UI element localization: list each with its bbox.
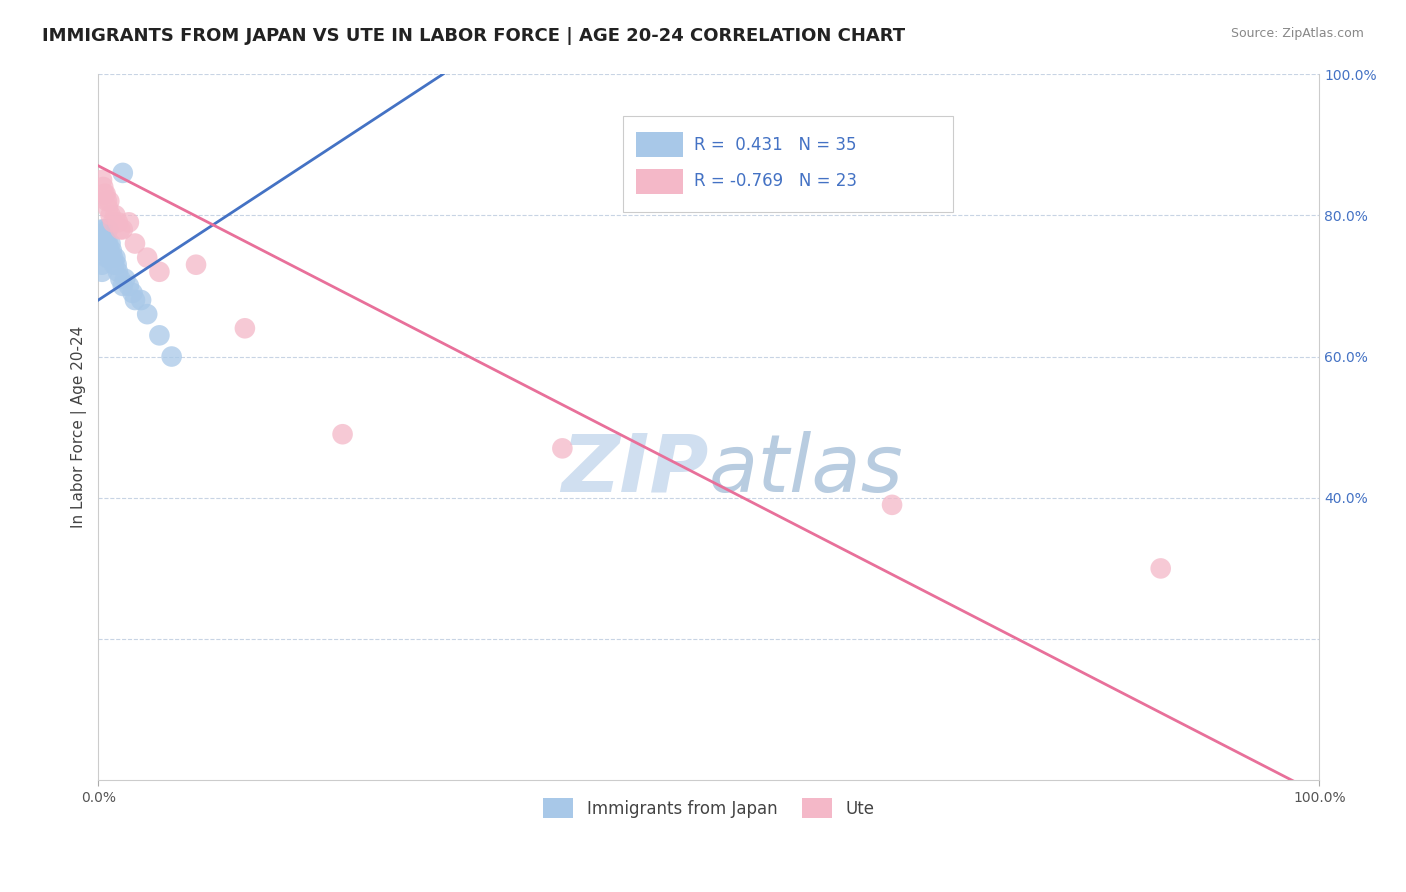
Point — [93, 236, 115, 251]
Point — [107, 265, 129, 279]
Point — [101, 251, 124, 265]
Point — [114, 272, 136, 286]
Point — [136, 251, 159, 265]
Point — [1150, 561, 1173, 575]
Point — [100, 236, 122, 251]
FancyBboxPatch shape — [636, 132, 683, 157]
Point — [103, 258, 125, 272]
Y-axis label: In Labor Force | Age 20-24: In Labor Force | Age 20-24 — [72, 326, 87, 528]
Point — [111, 279, 134, 293]
Point — [118, 215, 141, 229]
Point — [98, 194, 121, 209]
Text: Source: ZipAtlas.com: Source: ZipAtlas.com — [1230, 27, 1364, 40]
Text: ZIP: ZIP — [561, 431, 709, 508]
Point — [332, 427, 354, 442]
Point — [121, 285, 143, 300]
Point — [124, 236, 146, 251]
Text: R = -0.769   N = 23: R = -0.769 N = 23 — [695, 172, 858, 190]
Point — [91, 258, 114, 272]
Point — [91, 229, 114, 244]
Point — [148, 328, 170, 343]
Point — [93, 187, 115, 202]
Point — [94, 244, 117, 258]
Point — [94, 229, 117, 244]
Point — [91, 244, 114, 258]
Point — [97, 222, 120, 236]
Point — [91, 236, 114, 251]
Point — [551, 442, 574, 456]
Point — [104, 208, 127, 222]
Point — [93, 222, 115, 236]
Text: atlas: atlas — [709, 431, 904, 508]
Point — [111, 166, 134, 180]
Point — [101, 215, 124, 229]
Point — [107, 215, 129, 229]
Point — [110, 222, 132, 236]
Point — [91, 180, 114, 194]
Point — [124, 293, 146, 307]
Point — [91, 265, 114, 279]
Point — [94, 187, 117, 202]
Point — [111, 222, 134, 236]
Point — [118, 279, 141, 293]
Point — [97, 236, 120, 251]
Point — [136, 307, 159, 321]
Point — [100, 208, 122, 222]
Point — [91, 244, 114, 258]
Point — [97, 201, 120, 215]
Point — [98, 244, 121, 258]
Point — [184, 258, 207, 272]
Point — [129, 293, 152, 307]
Point — [104, 251, 127, 265]
Text: IMMIGRANTS FROM JAPAN VS UTE IN LABOR FORCE | AGE 20-24 CORRELATION CHART: IMMIGRANTS FROM JAPAN VS UTE IN LABOR FO… — [42, 27, 905, 45]
Point — [160, 350, 183, 364]
Point — [96, 236, 118, 251]
Legend: Immigrants from Japan, Ute: Immigrants from Japan, Ute — [537, 791, 882, 825]
Point — [96, 194, 118, 209]
Point — [91, 222, 114, 236]
Point — [110, 272, 132, 286]
Text: R =  0.431   N = 35: R = 0.431 N = 35 — [695, 136, 856, 153]
Point — [880, 498, 903, 512]
Point — [98, 251, 121, 265]
Point — [105, 258, 128, 272]
Point — [91, 173, 114, 187]
Point — [96, 251, 118, 265]
Point — [233, 321, 256, 335]
FancyBboxPatch shape — [623, 116, 953, 211]
Point — [101, 244, 124, 258]
FancyBboxPatch shape — [636, 169, 683, 194]
Point — [148, 265, 170, 279]
